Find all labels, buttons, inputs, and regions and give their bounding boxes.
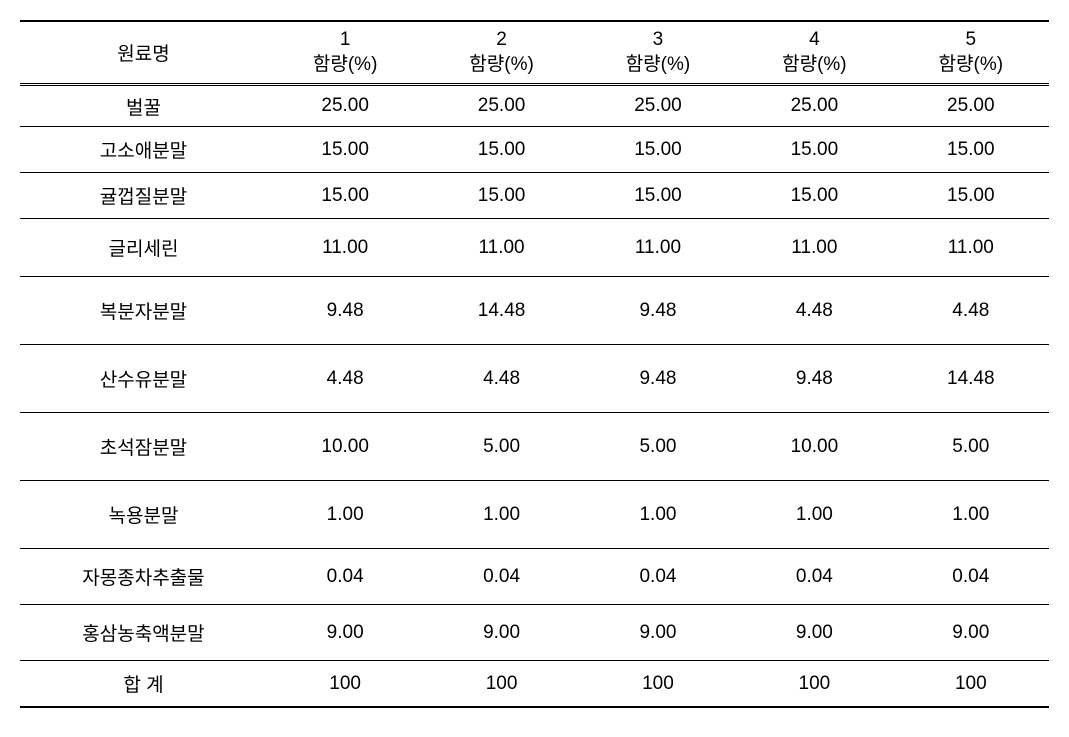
header-col-4: 4 함량(%): [736, 21, 892, 85]
ingredient-value-cell: 15.00: [267, 127, 423, 173]
ingredient-name-cell: 복분자분말: [20, 277, 267, 345]
ingredient-value-cell: 15.00: [736, 173, 892, 219]
table-row: 고소애분말15.0015.0015.0015.0015.00: [20, 127, 1049, 173]
ingredient-value-cell: 4.48: [736, 277, 892, 345]
ingredient-value-cell: 100: [267, 661, 423, 707]
ingredient-name-cell: 벌꿀: [20, 85, 267, 127]
ingredient-value-cell: 1.00: [893, 481, 1049, 549]
ingredient-value-cell: 1.00: [736, 481, 892, 549]
header-name-label: 원료명: [117, 44, 169, 65]
header-col-2: 2 함량(%): [423, 21, 579, 85]
table-header: 원료명 1 함량(%) 2 함량(%) 3 함량(%) 4 함량(%): [20, 21, 1049, 85]
ingredient-value-cell: 9.48: [267, 277, 423, 345]
ingredient-value-cell: 0.04: [423, 549, 579, 605]
ingredient-value-cell: 25.00: [893, 85, 1049, 127]
ingredient-value-cell: 15.00: [580, 127, 736, 173]
ingredient-value-cell: 15.00: [893, 127, 1049, 173]
ingredient-value-cell: 10.00: [267, 413, 423, 481]
table-row: 벌꿀25.0025.0025.0025.0025.00: [20, 85, 1049, 127]
ingredient-value-cell: 25.00: [580, 85, 736, 127]
ingredient-value-cell: 25.00: [736, 85, 892, 127]
ingredient-name-cell: 자몽종차추출물: [20, 549, 267, 605]
ingredient-value-cell: 5.00: [893, 413, 1049, 481]
header-label-4: 함량(%): [736, 53, 892, 78]
header-num-2: 2: [423, 28, 579, 53]
ingredient-value-cell: 15.00: [423, 173, 579, 219]
ingredient-value-cell: 0.04: [580, 549, 736, 605]
header-num-3: 3: [580, 28, 736, 53]
table-row: 복분자분말9.4814.489.484.484.48: [20, 277, 1049, 345]
table-row: 녹용분말1.001.001.001.001.00: [20, 481, 1049, 549]
header-label-3: 함량(%): [580, 53, 736, 78]
header-num-4: 4: [736, 28, 892, 53]
ingredient-value-cell: 9.48: [736, 345, 892, 413]
header-label-2: 함량(%): [423, 53, 579, 78]
ingredient-value-cell: 15.00: [580, 173, 736, 219]
ingredient-value-cell: 9.00: [267, 605, 423, 661]
header-label-1: 함량(%): [267, 53, 423, 78]
ingredient-value-cell: 100: [580, 661, 736, 707]
ingredient-value-cell: 5.00: [580, 413, 736, 481]
ingredient-value-cell: 11.00: [423, 219, 579, 277]
ingredient-value-cell: 11.00: [580, 219, 736, 277]
ingredient-value-cell: 14.48: [423, 277, 579, 345]
header-num-1: 1: [267, 28, 423, 53]
ingredient-value-cell: 9.48: [580, 345, 736, 413]
ingredient-value-cell: 11.00: [736, 219, 892, 277]
ingredient-value-cell: 15.00: [267, 173, 423, 219]
table-body: 벌꿀25.0025.0025.0025.0025.00고소애분말15.0015.…: [20, 85, 1049, 707]
table-row: 초석잠분말10.005.005.0010.005.00: [20, 413, 1049, 481]
ingredient-value-cell: 9.00: [580, 605, 736, 661]
ingredient-value-cell: 9.00: [423, 605, 579, 661]
ingredient-name-cell: 합 계: [20, 661, 267, 707]
ingredient-value-cell: 4.48: [423, 345, 579, 413]
ingredient-value-cell: 1.00: [267, 481, 423, 549]
ingredient-name-cell: 고소애분말: [20, 127, 267, 173]
table-row: 귤껍질분말15.0015.0015.0015.0015.00: [20, 173, 1049, 219]
ingredient-value-cell: 0.04: [267, 549, 423, 605]
ingredient-name-cell: 홍삼농축액분말: [20, 605, 267, 661]
ingredient-name-cell: 산수유분말: [20, 345, 267, 413]
ingredient-value-cell: 4.48: [893, 277, 1049, 345]
ingredient-name-cell: 초석잠분말: [20, 413, 267, 481]
ingredient-value-cell: 9.48: [580, 277, 736, 345]
ingredient-value-cell: 9.00: [736, 605, 892, 661]
header-label-5: 함량(%): [893, 53, 1049, 78]
ingredient-value-cell: 15.00: [736, 127, 892, 173]
header-col-5: 5 함량(%): [893, 21, 1049, 85]
table-row: 글리세린11.0011.0011.0011.0011.00: [20, 219, 1049, 277]
ingredient-value-cell: 1.00: [423, 481, 579, 549]
ingredient-value-cell: 9.00: [893, 605, 1049, 661]
ingredient-value-cell: 15.00: [893, 173, 1049, 219]
table-row: 합 계100100100100100: [20, 661, 1049, 707]
ingredient-table: 원료명 1 함량(%) 2 함량(%) 3 함량(%) 4 함량(%): [20, 20, 1049, 708]
ingredient-name-cell: 녹용분말: [20, 481, 267, 549]
ingredient-value-cell: 100: [736, 661, 892, 707]
table-row: 홍삼농축액분말9.009.009.009.009.00: [20, 605, 1049, 661]
ingredient-value-cell: 0.04: [893, 549, 1049, 605]
header-col-1: 1 함량(%): [267, 21, 423, 85]
ingredient-table-container: 원료명 1 함량(%) 2 함량(%) 3 함량(%) 4 함량(%): [20, 20, 1049, 708]
ingredient-value-cell: 14.48: [893, 345, 1049, 413]
ingredient-value-cell: 11.00: [267, 219, 423, 277]
header-col-3: 3 함량(%): [580, 21, 736, 85]
ingredient-value-cell: 10.00: [736, 413, 892, 481]
ingredient-value-cell: 25.00: [267, 85, 423, 127]
table-row: 산수유분말4.484.489.489.4814.48: [20, 345, 1049, 413]
ingredient-value-cell: 1.00: [580, 481, 736, 549]
ingredient-value-cell: 0.04: [736, 549, 892, 605]
ingredient-name-cell: 글리세린: [20, 219, 267, 277]
ingredient-value-cell: 4.48: [267, 345, 423, 413]
ingredient-value-cell: 25.00: [423, 85, 579, 127]
ingredient-name-cell: 귤껍질분말: [20, 173, 267, 219]
ingredient-value-cell: 5.00: [423, 413, 579, 481]
ingredient-value-cell: 11.00: [893, 219, 1049, 277]
ingredient-value-cell: 100: [893, 661, 1049, 707]
ingredient-value-cell: 100: [423, 661, 579, 707]
header-name-col: 원료명: [20, 21, 267, 85]
table-row: 자몽종차추출물0.040.040.040.040.04: [20, 549, 1049, 605]
header-num-5: 5: [893, 28, 1049, 53]
ingredient-value-cell: 15.00: [423, 127, 579, 173]
